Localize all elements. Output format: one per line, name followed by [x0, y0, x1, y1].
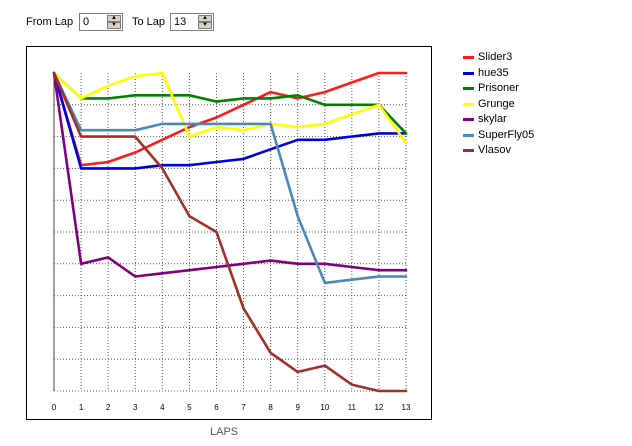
- legend-label: hue35: [478, 66, 509, 79]
- lap-position-chart: 0 1 2 3 4 5 6 7 8 9 10 11 12 13: [26, 46, 432, 420]
- from-lap-label: From Lap: [26, 16, 74, 28]
- series-line-slider3: [52, 71, 408, 167]
- to-lap-up-arrow-icon[interactable]: ▲: [198, 15, 212, 22]
- legend-swatch: [463, 133, 474, 137]
- legend-label: Slider3: [478, 51, 513, 63]
- x-tick-label: 8: [268, 403, 273, 412]
- legend-swatch: [463, 102, 474, 106]
- x-tick-label: 13: [402, 403, 411, 412]
- to-lap-input[interactable]: [172, 15, 200, 29]
- series-line-prisoner: [52, 71, 408, 135]
- x-tick-label: 6: [214, 403, 219, 412]
- legend-swatch: [463, 149, 474, 152]
- chart-frame: [26, 46, 432, 420]
- x-axis-label: LAPS: [210, 426, 239, 438]
- from-lap-input[interactable]: [81, 15, 109, 29]
- legend-label: skylar: [478, 113, 507, 125]
- x-tick-label: 0: [52, 403, 57, 412]
- legend-swatch: [463, 71, 474, 75]
- from-lap-down-arrow-icon[interactable]: ▼: [107, 22, 121, 29]
- to-lap-down-arrow-icon[interactable]: ▼: [198, 22, 212, 29]
- x-tick-label: 9: [295, 403, 300, 412]
- legend-label: Vlasov: [478, 144, 512, 156]
- x-tick-label: 12: [374, 403, 383, 412]
- series-line-hue35: [52, 71, 408, 170]
- to-lap-label: To Lap: [132, 16, 166, 28]
- legend-swatch: [463, 118, 474, 121]
- series-line-vlasov: [52, 71, 408, 393]
- x-tick-label: 5: [187, 403, 192, 412]
- from-lap-spinner[interactable]: ▲ ▼: [79, 13, 123, 31]
- legend-swatch: [463, 87, 474, 90]
- series-line-superfly05: [52, 71, 408, 285]
- x-tick-label: 3: [133, 403, 138, 412]
- legend-label: Prisoner: [478, 82, 519, 94]
- legend-label: Grunge: [478, 97, 515, 110]
- legend-label: SuperFly05: [478, 128, 535, 141]
- series-line-grunge: [52, 71, 408, 145]
- x-tick-label: 4: [160, 403, 165, 412]
- x-tick-label: 1: [79, 403, 84, 412]
- legend-swatch: [463, 56, 474, 59]
- x-tick-label: 2: [106, 403, 111, 412]
- x-tick-label: 11: [348, 403, 357, 412]
- x-tick-label: 7: [241, 403, 246, 412]
- series-line-skylar: [52, 71, 408, 278]
- x-tick-label: 10: [320, 403, 329, 412]
- from-lap-up-arrow-icon[interactable]: ▲: [107, 15, 121, 22]
- to-lap-spinner[interactable]: ▲ ▼: [170, 13, 214, 31]
